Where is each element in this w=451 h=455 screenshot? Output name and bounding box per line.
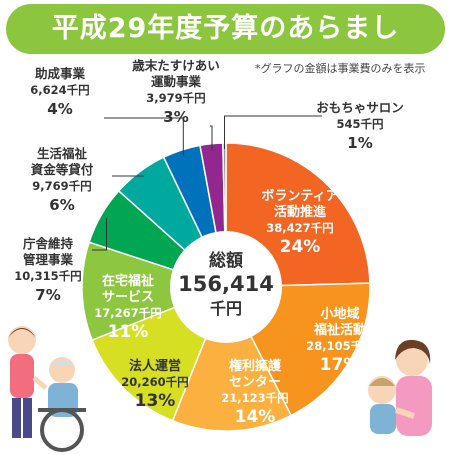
slice-label-name: 福祉活動 [313,322,366,338]
slice-label-name: 小地域 [320,306,359,322]
slice-label-percent: 3% [163,108,188,126]
total-amount: 156,414 [178,272,274,296]
slice-label-name: 在宅福祉 [102,273,154,289]
parent-child-illustration [368,339,432,436]
slice-label-name: 庁舎維持 [22,236,74,251]
slice-label-percent: 7% [35,286,60,304]
page-title: 平成29年度予算のあらまし [51,13,400,44]
total-label: 総額 [209,250,243,271]
slice-label-percent: 17% [320,355,361,375]
slice-label-name: 権利擁護 [229,358,282,374]
donut-hole [170,231,282,343]
slice-label-name: 活動推進 [274,204,326,220]
slice-label-value: 17,267千円 [94,306,161,320]
slice-label-name: 運動事業 [151,74,202,89]
slice-label-value: 21,123千円 [221,391,288,405]
slice-label-value: 10,315千円 [14,269,81,283]
slice-label-name: おもちゃサロン [316,100,404,115]
caregiver-wheelchair-illustration [8,326,86,452]
slice-label-value: 3,979千円 [146,91,205,105]
slice-label-value: 38,427千円 [266,221,333,235]
title-banner: 平成29年度予算のあらまし [6,4,445,54]
slice-label-name: サービス [102,289,154,305]
slice-label-name: 助成事業 [35,66,86,81]
total-unit: 千円 [210,299,242,318]
slice-label-name: センター [229,375,281,390]
slice-label-value: 6,624千円 [30,83,89,97]
leader-line [210,125,213,150]
slice-label-name: 歳末たすけあい [132,58,220,73]
leader-lines [92,115,322,251]
slice-label-percent: 4% [47,100,72,118]
slice-label-percent: 13% [135,391,176,411]
pie-slice [171,285,293,432]
slice-label-name: 法人運営 [129,358,181,374]
leader-line [92,218,107,251]
slice-label-value: 28,105千円 [306,339,373,353]
slice-label-value: 545千円 [336,117,383,131]
chart-note: *グラフの金額は事業費のみを表示 [255,62,426,75]
leader-line [112,175,144,177]
slice-label-percent: 24% [280,237,321,257]
slice-label-value: 20,260千円 [121,375,188,389]
pie-slice [81,241,229,342]
slice-label-name: ボランティア [261,188,338,204]
slice-label-percent: 11% [108,322,149,342]
leader-line [224,115,322,149]
slice-label-name: 管理事業 [23,252,74,267]
slice-label-percent: 6% [49,196,74,214]
slice-label-value: 9,769千円 [32,179,91,193]
slice-label-name: 資金等貸付 [31,162,94,177]
slice-label-percent: 1% [347,134,372,152]
slice-label-name: 生活福祉 [37,146,88,161]
leader-line [104,117,184,156]
slice-label-percent: 14% [235,407,276,427]
